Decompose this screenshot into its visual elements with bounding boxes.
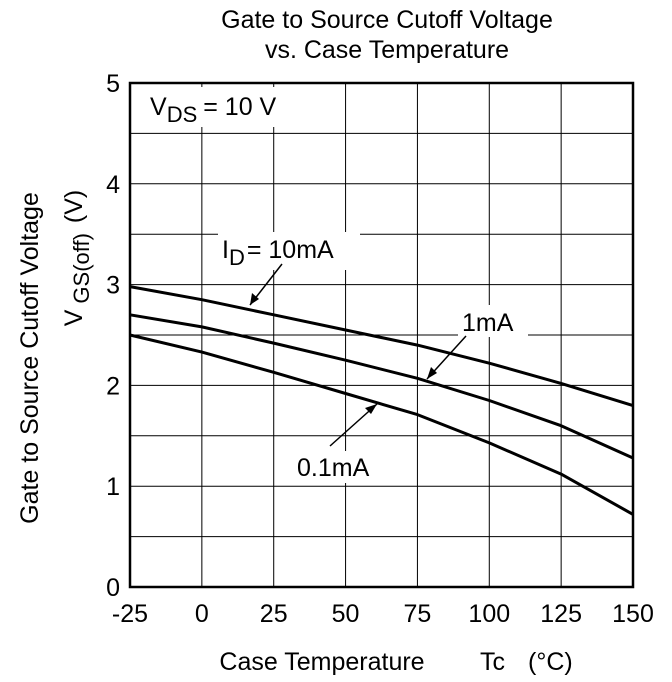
series-lines	[129, 285, 634, 516]
x-tick-label: 125	[540, 600, 582, 628]
series-label-10mA-subscript: D	[229, 245, 245, 270]
y-axis-symbol: V GS(off) (V)	[60, 190, 94, 327]
x-axis-unit-symbol: Tc	[480, 648, 505, 676]
condition-background	[142, 87, 312, 127]
y-axis-label: Gate to Source Cutoff Voltage	[16, 192, 44, 524]
y-tick-label: 5	[106, 70, 120, 98]
gridlines	[129, 82, 634, 588]
condition-subscript: DS	[167, 102, 198, 127]
y-axis-unit: (V)	[60, 190, 88, 223]
y-tick-label: 1	[106, 473, 120, 501]
x-tick-label: 25	[260, 600, 288, 628]
series-line-1mA	[129, 313, 634, 460]
chart-title-line2: vs. Case Temperature	[265, 36, 509, 64]
y-tick-label: 3	[106, 272, 120, 300]
arrow-1mA-head	[427, 367, 437, 379]
series-line-10mA	[129, 285, 634, 408]
series-label-0.1mA: 0.1mA	[297, 454, 370, 482]
arrow-10mA-head	[250, 293, 259, 305]
series-label-bg-10mA	[218, 232, 360, 270]
x-tick-label: 0	[195, 600, 209, 628]
condition-value: = 10 V	[203, 93, 276, 121]
series-label-10mA: ID= 10mA	[222, 236, 334, 270]
y-tick-label: 0	[106, 574, 120, 602]
x-tick-label: -25	[112, 600, 148, 628]
series-label-bg-1mA	[458, 305, 528, 337]
y-tick-labels: 0 1 2 3 4 5	[106, 70, 120, 602]
x-axis-label: Case Temperature	[219, 648, 424, 676]
x-tick-label: 50	[332, 600, 360, 628]
series-line-0.1mA	[129, 333, 634, 516]
condition-label: VDS = 10 V	[150, 93, 277, 127]
x-axis-unit: (°C)	[528, 648, 573, 676]
plot-frame	[128, 81, 635, 589]
x-tick-label: 150	[612, 600, 654, 628]
arrow-0.1mA-head	[365, 404, 377, 414]
x-tick-label: 100	[468, 600, 510, 628]
x-tick-label: 75	[404, 600, 432, 628]
y-tick-label: 4	[106, 171, 120, 199]
series-label-10mA-symbol: I	[222, 236, 229, 264]
series-label-10mA-value: = 10mA	[247, 236, 334, 264]
chart-title-line1: Gate to Source Cutoff Voltage	[221, 6, 553, 34]
series-label-bg-0.1mA	[294, 451, 384, 483]
y-axis-symbol-subscript: GS(off)	[69, 233, 94, 304]
y-tick-label: 2	[106, 372, 120, 400]
condition-symbol: V	[150, 93, 167, 121]
y-axis-symbol-v: V	[60, 309, 88, 326]
series-label-1mA: 1mA	[462, 309, 514, 337]
x-tick-labels: -25 0 25 50 75 100 125 150	[112, 600, 654, 628]
